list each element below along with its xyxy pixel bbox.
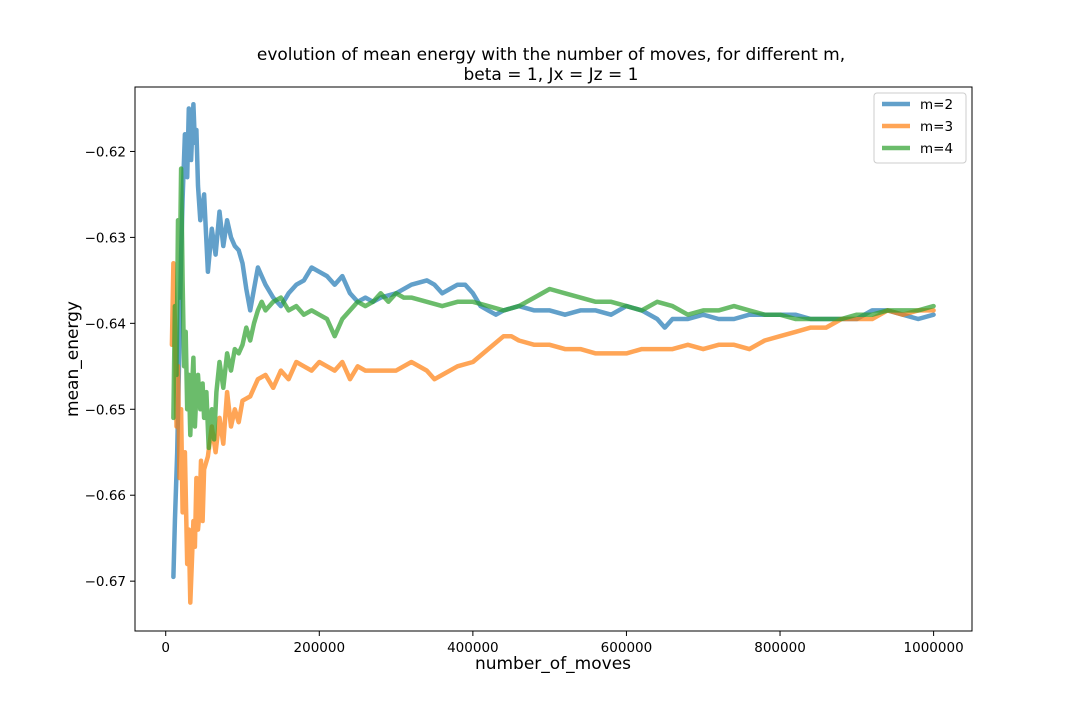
- legend-label-m=4: m=4: [920, 141, 953, 157]
- chart-subtitle: beta = 1, Jx = Jz = 1: [464, 65, 639, 85]
- y-axis: −0.67 −0.66 −0.65 −0.64 −0.63 −0.62: [85, 144, 135, 590]
- x-tick-label: 1000000: [904, 640, 964, 656]
- x-axis-label: number_of_moves: [475, 654, 631, 674]
- series-line-m=4: [171, 166, 936, 451]
- y-tick-label: −0.62: [85, 144, 126, 160]
- y-axis-label: mean_energy: [63, 301, 83, 417]
- legend-label-m=2: m=2: [920, 97, 953, 113]
- y-tick-label: −0.65: [85, 402, 126, 418]
- chart-title: evolution of mean energy with the number…: [257, 45, 845, 65]
- legend-label-m=3: m=3: [920, 119, 953, 135]
- legend-box: [873, 92, 967, 164]
- y-tick-label: −0.64: [85, 316, 126, 332]
- axes-frame: [134, 86, 973, 632]
- x-tick-label: 0: [161, 640, 170, 656]
- x-tick-label: 400000: [447, 640, 499, 656]
- x-tick-label: 200000: [294, 640, 346, 656]
- series-layer: [169, 101, 936, 605]
- series-line-m=3: [169, 260, 936, 605]
- x-tick-label: 600000: [601, 640, 653, 656]
- y-tick-label: −0.63: [85, 230, 126, 246]
- y-tick-label: −0.66: [85, 488, 126, 504]
- legend: m=2 m=3 m=4: [873, 92, 967, 164]
- x-axis: 0 200000 400000 600000 800000 1000000: [161, 631, 964, 656]
- x-tick-label: 800000: [754, 640, 806, 656]
- y-tick-label: −0.67: [85, 574, 126, 590]
- series-line-m=2: [171, 101, 936, 580]
